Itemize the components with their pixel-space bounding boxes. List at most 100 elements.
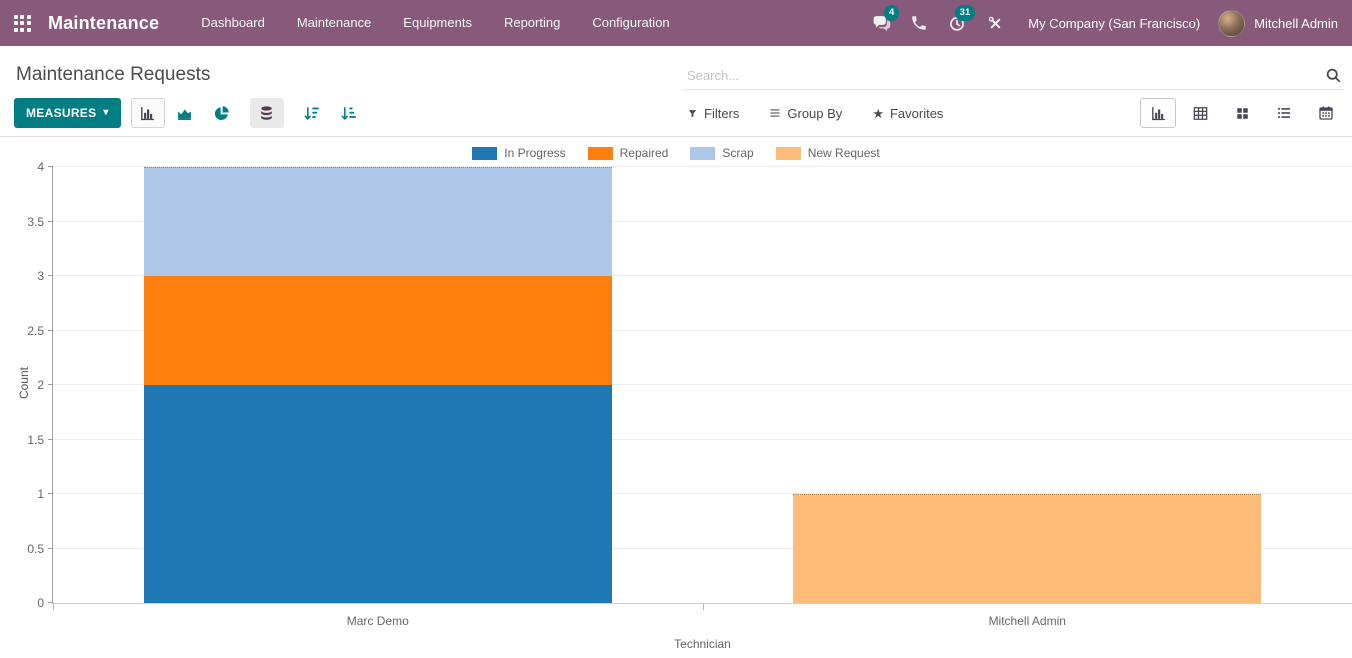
- control-panel: Maintenance Requests MEASURES ▾: [0, 46, 1352, 137]
- line-chart-button[interactable]: [168, 98, 202, 128]
- legend-swatch: [472, 147, 497, 160]
- favorites-label: Favorites: [890, 106, 943, 121]
- tools-icon: [986, 14, 1005, 33]
- company-switcher[interactable]: My Company (San Francisco): [1028, 16, 1200, 31]
- view-graph-icon: [1150, 105, 1167, 122]
- messages-button[interactable]: 4: [862, 0, 900, 46]
- avatar: [1218, 10, 1245, 37]
- y-tick-label: 2.5: [27, 324, 44, 338]
- y-tick-label: 4: [37, 160, 44, 174]
- search-button[interactable]: [1325, 67, 1342, 84]
- activities-button[interactable]: 31: [938, 0, 976, 46]
- bar-segment-new-request[interactable]: [793, 494, 1261, 603]
- bar-segment-scrap[interactable]: [144, 167, 612, 276]
- legend-label: Scrap: [722, 146, 753, 160]
- view-calendar-icon: [1318, 105, 1334, 121]
- bar-segment-in-progress[interactable]: [144, 385, 612, 603]
- measures-button[interactable]: MEASURES ▾: [14, 98, 121, 128]
- y-tick-mark: [48, 166, 53, 167]
- y-axis-title: Count: [17, 367, 31, 399]
- y-tick-mark: [48, 330, 53, 331]
- view-pivot-icon: [1192, 105, 1209, 122]
- y-tick-label: 1.5: [27, 433, 44, 447]
- legend-label: In Progress: [504, 146, 565, 160]
- legend-item-repaired[interactable]: Repaired: [588, 146, 669, 160]
- y-tick-mark: [48, 275, 53, 276]
- legend-swatch: [588, 147, 613, 160]
- tools-button[interactable]: [976, 0, 1014, 46]
- chart-type-toolbar: [131, 98, 366, 128]
- y-tick-mark: [48, 548, 53, 549]
- legend-label: Repaired: [620, 146, 669, 160]
- y-tick-label: 1: [37, 487, 44, 501]
- sort-asc-icon: [340, 105, 357, 122]
- bar-chart-button[interactable]: [131, 98, 165, 128]
- pie-chart-icon: [213, 105, 230, 122]
- graph-view: In Progress Repaired Scrap New Request C…: [0, 137, 1352, 658]
- group-by-label: Group By: [787, 106, 842, 121]
- favorites-button[interactable]: ★ Favorites: [872, 106, 943, 121]
- user-menu[interactable]: Mitchell Admin: [1218, 10, 1338, 37]
- y-tick-mark: [48, 493, 53, 494]
- bar-segment-repaired[interactable]: [144, 276, 612, 385]
- x-category-label: Mitchell Admin: [989, 614, 1066, 628]
- search-facets: Filters Group By ★ Favorites: [687, 106, 943, 121]
- view-pivot-button[interactable]: [1182, 98, 1218, 128]
- menu-maintenance[interactable]: Maintenance: [281, 0, 387, 46]
- group-by-button[interactable]: Group By: [769, 106, 842, 121]
- y-tick-mark: [48, 384, 53, 385]
- plot-area: Count Technician 00.511.522.533.54Marc D…: [52, 167, 1352, 604]
- x-tick-mark: [703, 603, 704, 610]
- filters-button[interactable]: Filters: [687, 106, 739, 121]
- page-title: Maintenance Requests: [0, 64, 683, 90]
- group-by-icon: [769, 107, 781, 119]
- phone-icon: [910, 14, 928, 32]
- messages-badge: 4: [884, 5, 899, 21]
- top-navbar: Maintenance Dashboard Maintenance Equipm…: [0, 0, 1352, 46]
- legend-item-new-request[interactable]: New Request: [776, 146, 880, 160]
- view-switcher: [1140, 98, 1344, 128]
- phone-button[interactable]: [900, 0, 938, 46]
- user-name: Mitchell Admin: [1254, 16, 1338, 31]
- pie-chart-button[interactable]: [205, 98, 239, 128]
- sort-asc-button[interactable]: [332, 98, 366, 128]
- sort-desc-button[interactable]: [295, 98, 329, 128]
- apps-grid-icon: [14, 15, 31, 32]
- x-category-label: Marc Demo: [347, 614, 409, 628]
- menu-equipments[interactable]: Equipments: [387, 0, 488, 46]
- view-list-button[interactable]: [1266, 98, 1302, 128]
- y-tick-mark: [48, 221, 53, 222]
- apps-menu-button[interactable]: [0, 0, 44, 46]
- y-tick-label: 0: [37, 596, 44, 610]
- y-tick-label: 3.5: [27, 215, 44, 229]
- legend-item-scrap[interactable]: Scrap: [690, 146, 753, 160]
- filter-icon: [687, 108, 698, 119]
- search-input[interactable]: [687, 68, 1325, 83]
- legend-swatch: [690, 147, 715, 160]
- y-tick-label: 2: [37, 378, 44, 392]
- measures-label: MEASURES: [26, 106, 96, 120]
- x-axis-title: Technician: [53, 637, 1352, 651]
- view-kanban-icon: [1235, 106, 1250, 121]
- chevron-down-icon: ▾: [103, 108, 108, 118]
- sort-desc-icon: [303, 105, 320, 122]
- menu-configuration[interactable]: Configuration: [576, 0, 685, 46]
- view-kanban-button[interactable]: [1224, 98, 1260, 128]
- menu-dashboard[interactable]: Dashboard: [185, 0, 281, 46]
- app-name[interactable]: Maintenance: [48, 13, 159, 34]
- view-graph-button[interactable]: [1140, 98, 1176, 128]
- filters-label: Filters: [704, 106, 739, 121]
- x-tick-mark: [53, 603, 54, 610]
- search-icon: [1325, 67, 1342, 84]
- view-list-icon: [1276, 105, 1292, 121]
- search-box: [683, 67, 1344, 90]
- view-calendar-button[interactable]: [1308, 98, 1344, 128]
- legend-item-in-progress[interactable]: In Progress: [472, 146, 565, 160]
- y-tick-label: 3: [37, 269, 44, 283]
- legend-swatch: [776, 147, 801, 160]
- stacked-toggle-button[interactable]: [250, 98, 284, 128]
- chart-legend: In Progress Repaired Scrap New Request: [0, 146, 1352, 160]
- y-tick-mark: [48, 439, 53, 440]
- menu-reporting[interactable]: Reporting: [488, 0, 576, 46]
- favorites-icon: ★: [872, 107, 884, 120]
